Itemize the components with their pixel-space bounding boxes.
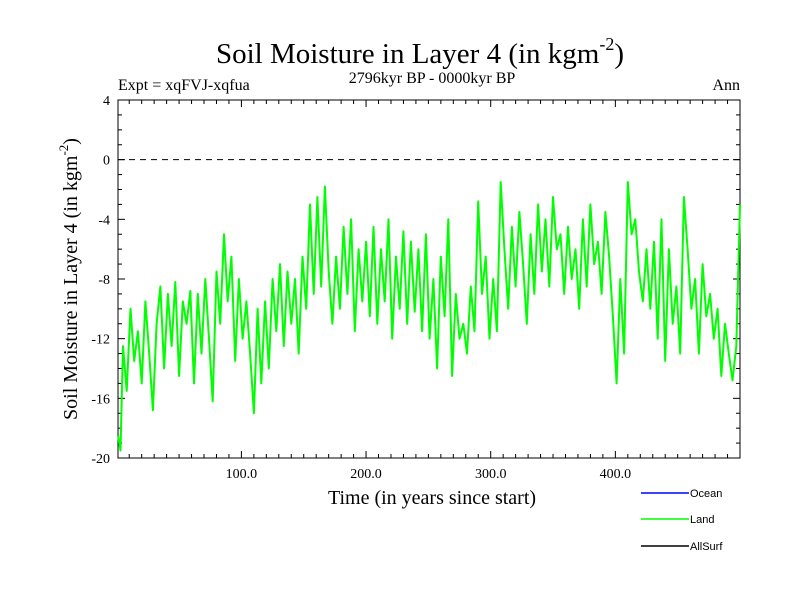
y-tick-label: -16 [91, 392, 110, 407]
y-tick-label: -20 [91, 452, 110, 467]
period-label: 2796kyr BP - 0000kyr BP [349, 70, 516, 87]
series-line-land [117, 181, 741, 452]
series-layer [117, 181, 741, 452]
x-tick-label: 300.0 [475, 467, 507, 482]
experiment-label: Expt = xqFVJ-xqfua [118, 77, 250, 94]
legend-label-allsurf: AllSurf [690, 541, 723, 553]
legend-label-land: Land [690, 514, 714, 526]
x-axis: 100.0 200.0 300.0 400.0 [128, 100, 741, 482]
y-tick-label: 0 [103, 154, 110, 169]
y-tick-label: -8 [98, 273, 110, 288]
season-label: Ann [712, 77, 740, 94]
y-tick-label: -12 [91, 333, 110, 348]
x-axis-label: Time (in years since start) [328, 487, 536, 509]
plot-frame [117, 99, 741, 459]
y-axis: 4 0 -4 -8 -12 -16 -20 [91, 94, 740, 467]
x-tick-label: 100.0 [226, 467, 258, 482]
legend-label-ocean: Ocean [690, 488, 722, 500]
y-tick-label: 4 [103, 94, 110, 109]
y-tick-label: -4 [98, 213, 110, 228]
legend: Ocean Land AllSurf [641, 488, 723, 553]
x-tick-label: 200.0 [350, 467, 382, 482]
chart-title: Soil Moisture in Layer 4 (in kgm-2) [216, 34, 624, 70]
x-tick-label: 400.0 [600, 467, 632, 482]
y-axis-label: Soil Moisture in Layer 4 (in kgm-2) [56, 138, 82, 420]
